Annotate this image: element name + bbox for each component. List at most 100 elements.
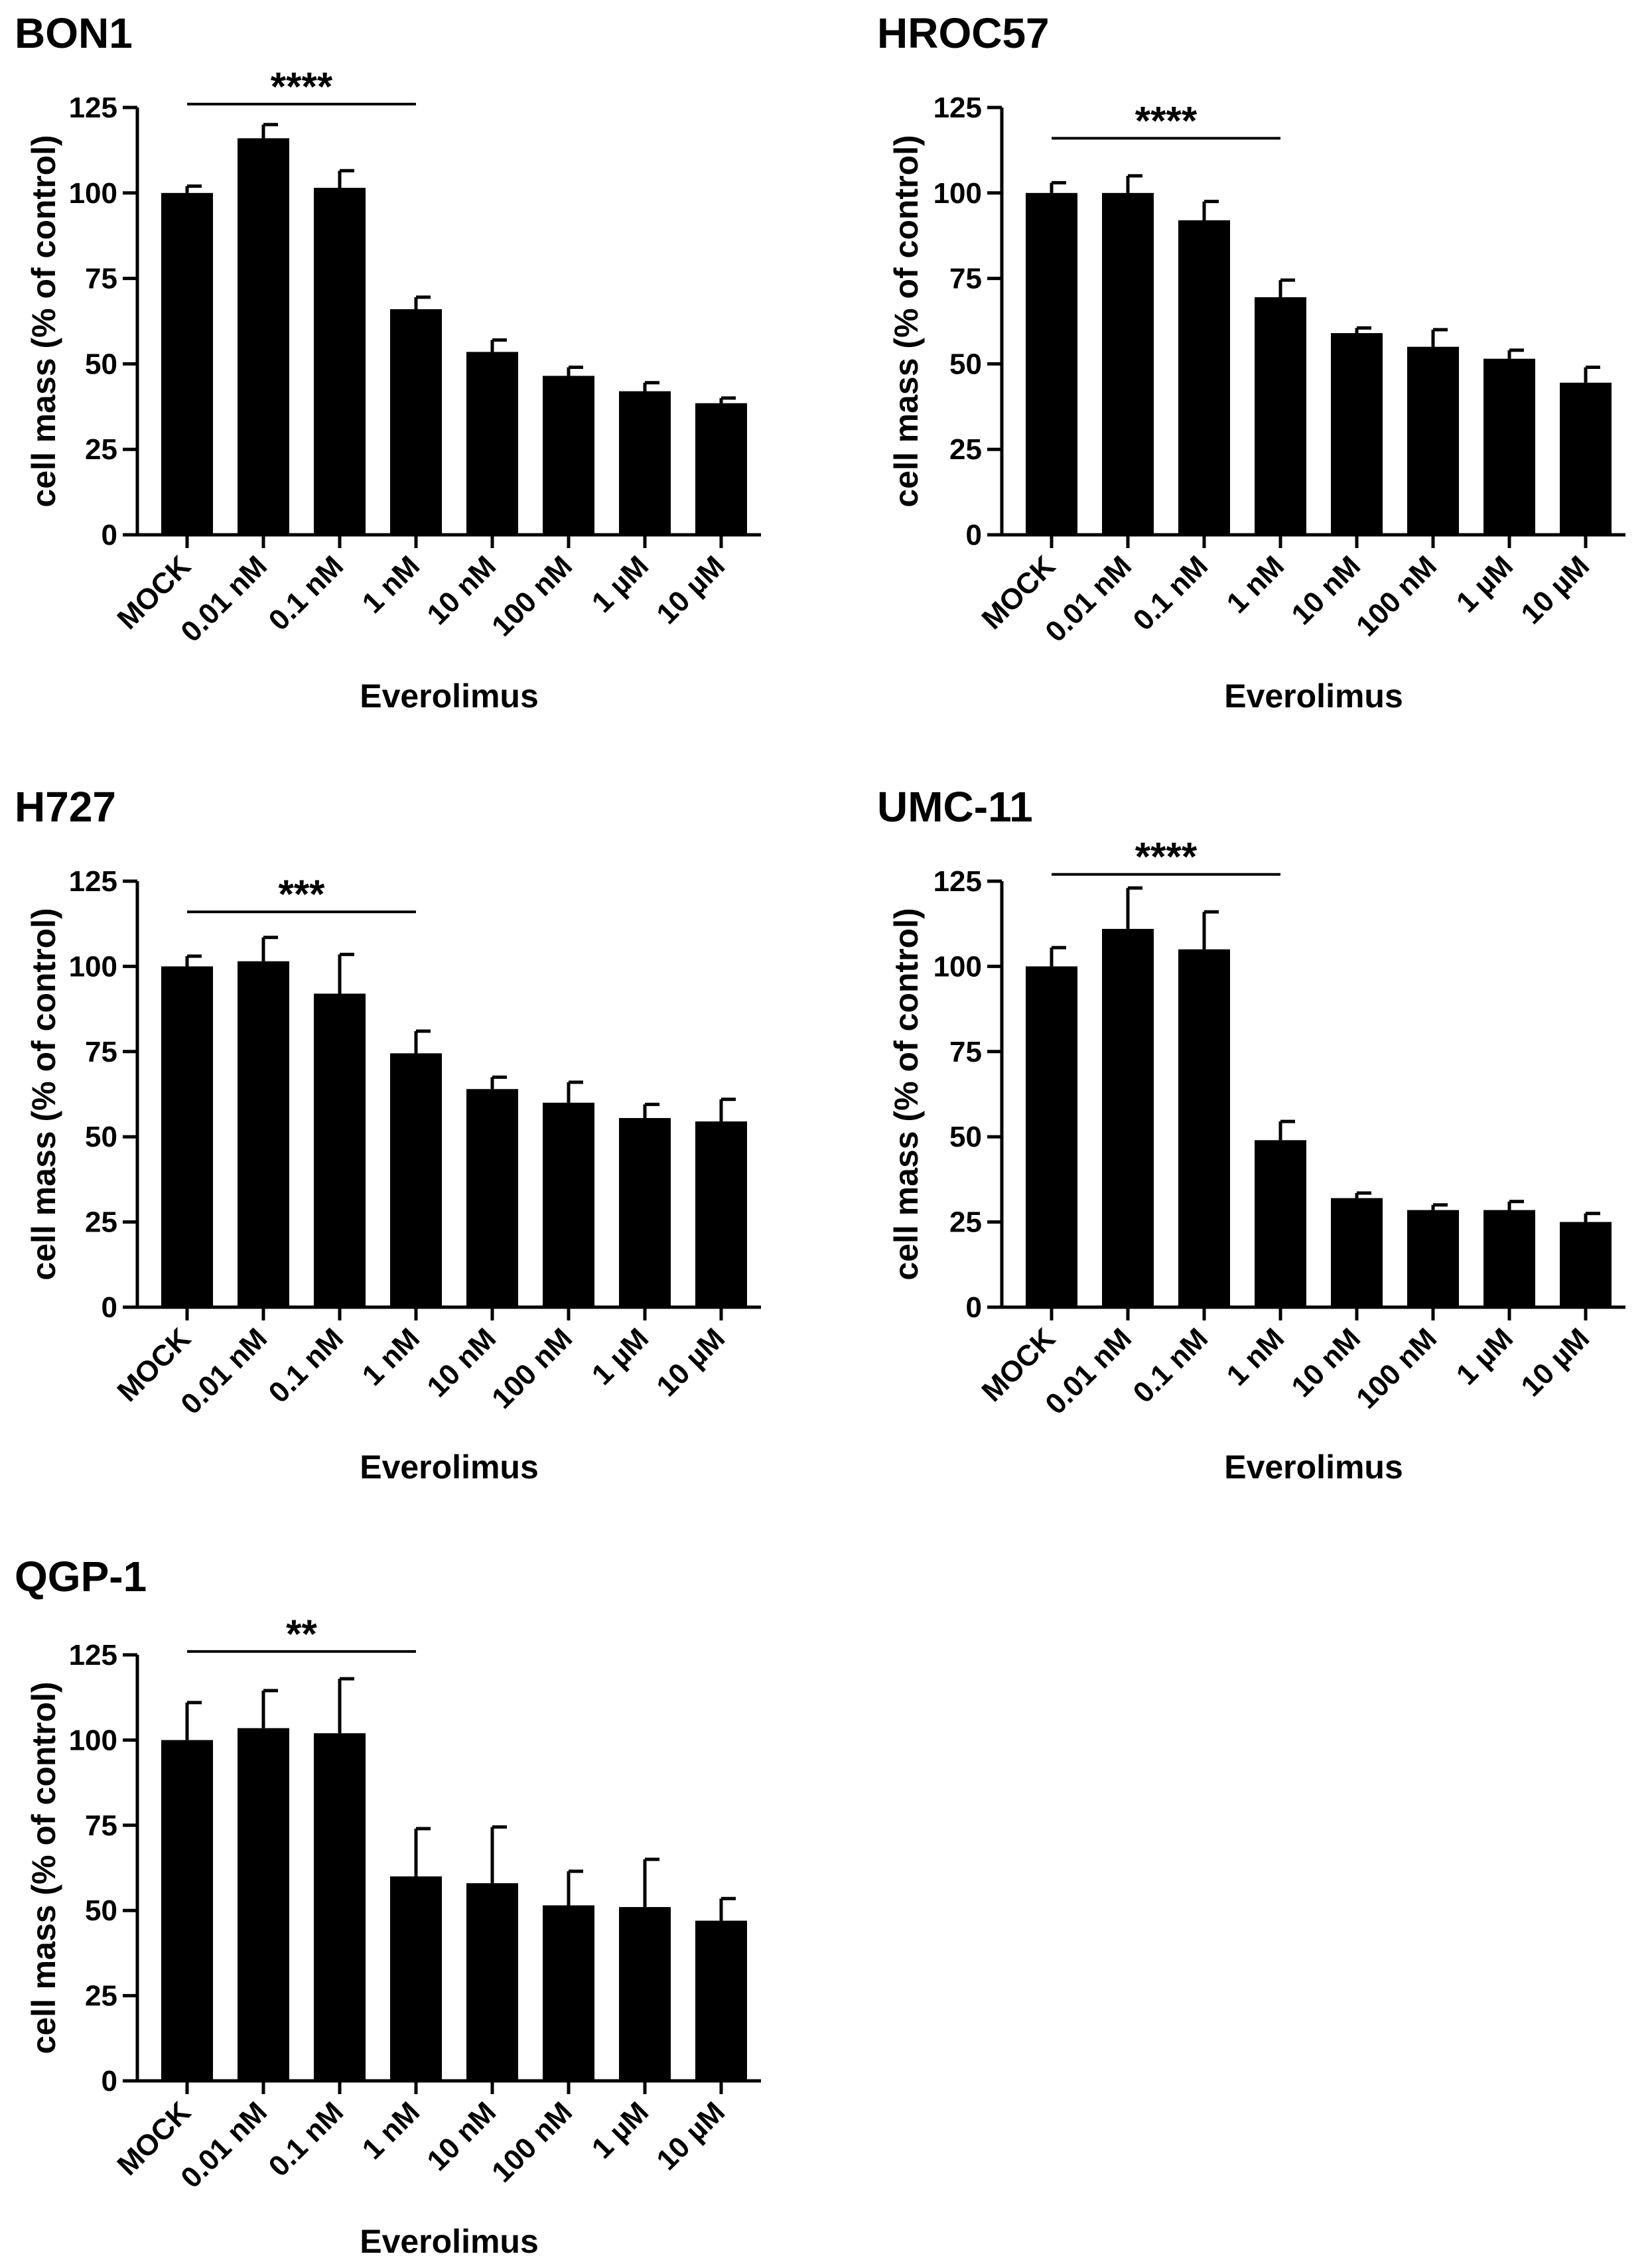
y-tick-label: 75 bbox=[949, 1036, 982, 1068]
x-category-label: 0.01 nM bbox=[174, 549, 273, 648]
y-tick-label: 100 bbox=[69, 1724, 117, 1756]
x-category-label: 1 nM bbox=[1221, 1322, 1291, 1392]
x-category-label: 0.1 nM bbox=[263, 549, 350, 636]
x-category-label: 0.1 nM bbox=[263, 2095, 350, 2182]
x-category-label: 100 nM bbox=[1350, 549, 1443, 642]
x-category-label: 1 µM bbox=[586, 549, 655, 618]
bar bbox=[1483, 358, 1535, 535]
bar bbox=[161, 966, 213, 1307]
bar bbox=[390, 1876, 442, 2081]
y-tick-label: 0 bbox=[102, 1291, 117, 1324]
y-axis-label: cell mass (% of control) bbox=[888, 135, 925, 507]
x-category-label: 0.1 nM bbox=[1127, 1322, 1214, 1409]
y-tick-label: 125 bbox=[69, 92, 117, 124]
panel-title: BON1 bbox=[15, 9, 133, 57]
bar bbox=[238, 1728, 289, 2081]
y-tick-label: 25 bbox=[85, 1206, 117, 1239]
bar bbox=[1255, 1140, 1306, 1307]
x-category-label: 100 nM bbox=[1350, 1322, 1443, 1415]
y-tick-label: 125 bbox=[69, 1639, 117, 1671]
y-tick-label: 75 bbox=[949, 263, 982, 295]
x-category-label: 100 nM bbox=[486, 549, 579, 642]
bar bbox=[619, 1907, 671, 2081]
significance-label: **** bbox=[271, 64, 333, 109]
bar bbox=[1560, 1222, 1612, 1307]
bar bbox=[314, 1733, 366, 2081]
panel-title: H727 bbox=[15, 783, 116, 831]
bar bbox=[390, 1053, 442, 1307]
x-category-label: 0.01 nM bbox=[1039, 1322, 1138, 1421]
y-tick-label: 0 bbox=[966, 1291, 982, 1324]
x-axis-label: Everolimus bbox=[360, 1449, 539, 1486]
y-tick-label: 50 bbox=[949, 348, 982, 380]
bar bbox=[1255, 297, 1306, 535]
bar bbox=[466, 1883, 518, 2081]
x-category-label: 0.1 nM bbox=[263, 1322, 350, 1409]
x-category-label: 0.1 nM bbox=[1127, 549, 1214, 636]
x-category-label: 100 nM bbox=[486, 2095, 579, 2188]
bar bbox=[619, 391, 671, 535]
bar bbox=[1102, 928, 1154, 1307]
bar bbox=[1102, 192, 1154, 535]
y-axis-label: cell mass (% of control) bbox=[888, 908, 925, 1280]
x-category-label: 10 µM bbox=[650, 1322, 731, 1403]
y-tick-label: 75 bbox=[85, 1036, 117, 1068]
bar bbox=[238, 961, 289, 1307]
bar bbox=[390, 309, 442, 535]
y-tick-label: 0 bbox=[102, 519, 117, 551]
bar bbox=[161, 192, 213, 535]
x-category-label: 0.01 nM bbox=[1039, 549, 1138, 648]
bar bbox=[543, 1905, 594, 2081]
x-axis-label: Everolimus bbox=[360, 677, 539, 715]
y-axis-label: cell mass (% of control) bbox=[25, 135, 62, 507]
panel-title: HROC57 bbox=[877, 9, 1050, 57]
bar bbox=[314, 993, 366, 1307]
bar bbox=[543, 376, 594, 535]
x-axis-label: Everolimus bbox=[360, 2223, 539, 2260]
bar bbox=[1331, 1198, 1383, 1307]
significance-label: **** bbox=[1135, 98, 1198, 143]
bar bbox=[695, 403, 747, 535]
x-category-label: 1 nM bbox=[1221, 549, 1291, 620]
x-category-label: 1 nM bbox=[356, 1322, 427, 1392]
y-tick-label: 100 bbox=[933, 177, 982, 210]
x-category-label: 10 µM bbox=[650, 2095, 731, 2176]
bar bbox=[161, 1740, 213, 2081]
y-tick-label: 125 bbox=[933, 865, 982, 898]
bar bbox=[1178, 220, 1230, 535]
bar bbox=[1560, 382, 1612, 535]
x-category-label: 10 µM bbox=[1515, 1322, 1596, 1403]
y-tick-label: 75 bbox=[85, 1809, 117, 1842]
bar bbox=[1407, 346, 1459, 535]
bar bbox=[1026, 192, 1077, 535]
x-category-label: 1 nM bbox=[356, 2095, 427, 2166]
bar bbox=[466, 352, 518, 535]
significance-label: *** bbox=[278, 872, 325, 916]
x-category-label: 10 µM bbox=[650, 549, 731, 630]
bar bbox=[466, 1089, 518, 1307]
x-category-label: 1 µM bbox=[586, 2095, 655, 2164]
y-tick-label: 50 bbox=[85, 348, 117, 380]
bar bbox=[314, 188, 366, 535]
y-tick-label: 25 bbox=[85, 433, 117, 466]
y-tick-label: 125 bbox=[933, 92, 982, 124]
y-tick-label: 25 bbox=[949, 433, 982, 466]
x-axis-label: Everolimus bbox=[1224, 677, 1403, 715]
bar bbox=[543, 1102, 594, 1307]
y-tick-label: 25 bbox=[85, 1980, 117, 2013]
y-tick-label: 0 bbox=[102, 2065, 117, 2097]
y-axis-label: cell mass (% of control) bbox=[25, 908, 62, 1280]
y-tick-label: 0 bbox=[966, 519, 982, 551]
y-tick-label: 100 bbox=[69, 950, 117, 983]
bar bbox=[1178, 949, 1230, 1307]
y-tick-label: 100 bbox=[933, 950, 982, 983]
x-category-label: 1 µM bbox=[1450, 549, 1519, 618]
x-category-label: 1 nM bbox=[356, 549, 427, 620]
y-tick-label: 100 bbox=[69, 177, 117, 210]
x-category-label: 10 µM bbox=[1515, 549, 1596, 630]
